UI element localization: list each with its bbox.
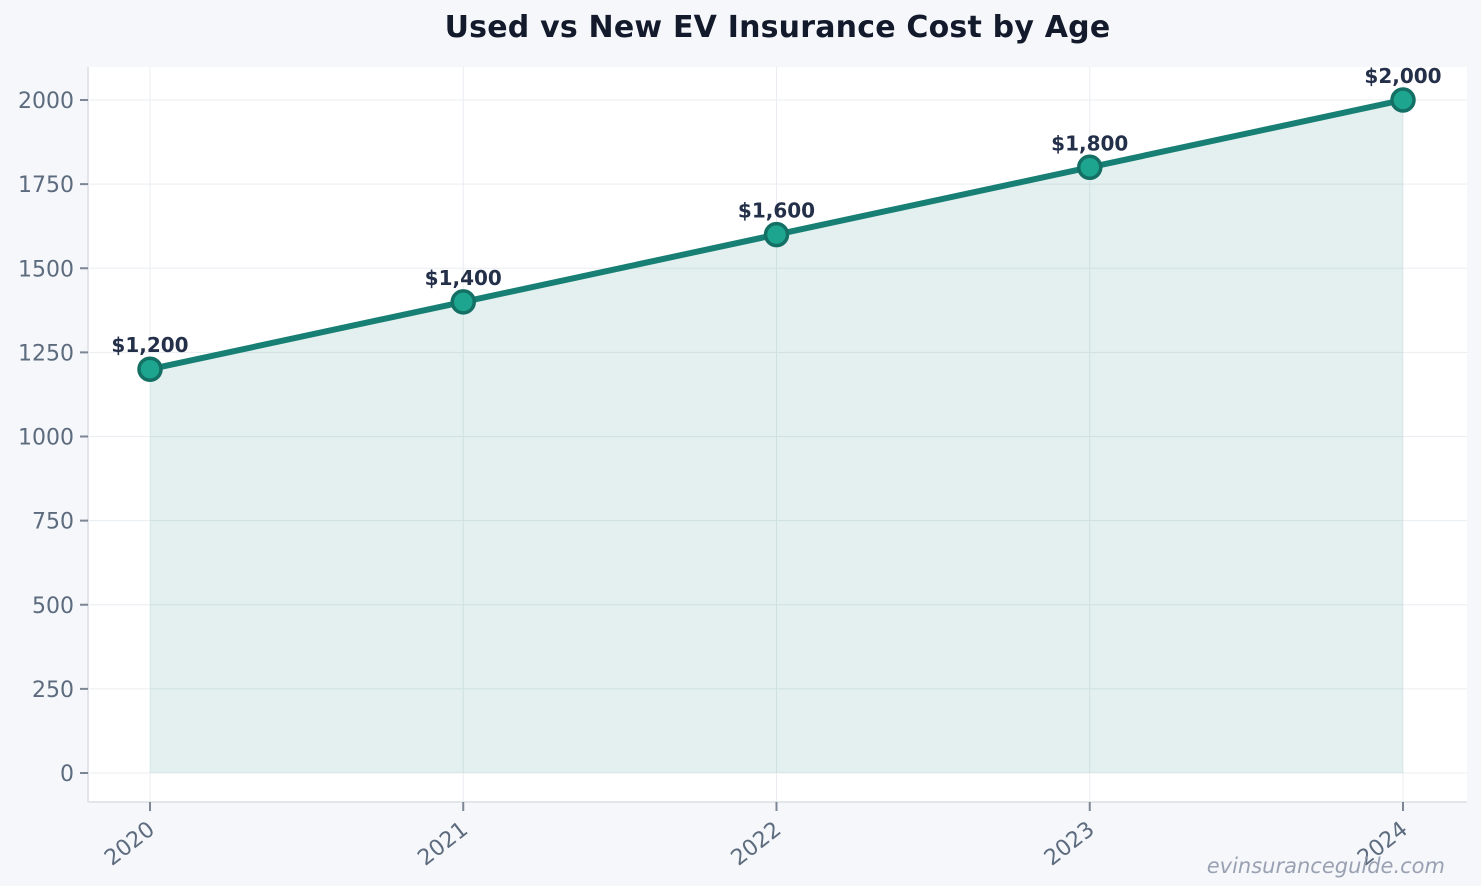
area-fill xyxy=(150,100,1403,773)
y-tick-label: 1250 xyxy=(18,341,74,366)
y-tick-label: 1500 xyxy=(18,257,74,282)
y-tick-label: 500 xyxy=(32,594,74,619)
x-tick-label: 2023 xyxy=(1040,817,1100,871)
data-point-marker xyxy=(450,289,476,315)
y-tick-label: 1000 xyxy=(18,426,74,451)
chart-title: Used vs New EV Insurance Cost by Age xyxy=(444,10,1111,45)
y-tick-label: 2000 xyxy=(18,89,74,114)
watermark: evinsuranceguide.com xyxy=(1206,854,1445,878)
x-tick-label: 2022 xyxy=(727,817,787,871)
data-label: $1,200 xyxy=(111,333,188,357)
data-label: $1,600 xyxy=(738,199,815,223)
data-point-marker xyxy=(137,356,163,382)
plot-background xyxy=(88,67,1467,802)
data-point-marker xyxy=(1390,87,1416,113)
y-tick-label: 250 xyxy=(32,678,74,703)
y-tick-label: 1750 xyxy=(18,173,74,198)
y-tick-label: 0 xyxy=(60,762,74,787)
data-point-marker xyxy=(1077,154,1103,181)
data-label: $1,800 xyxy=(1051,131,1128,155)
data-label: $1,400 xyxy=(425,266,502,290)
y-tick-label: 750 xyxy=(32,510,74,535)
x-tick-label: 2021 xyxy=(413,817,473,871)
x-tick-label: 2020 xyxy=(100,817,160,871)
data-point-marker xyxy=(763,221,790,248)
data-label: $2,000 xyxy=(1364,64,1441,88)
